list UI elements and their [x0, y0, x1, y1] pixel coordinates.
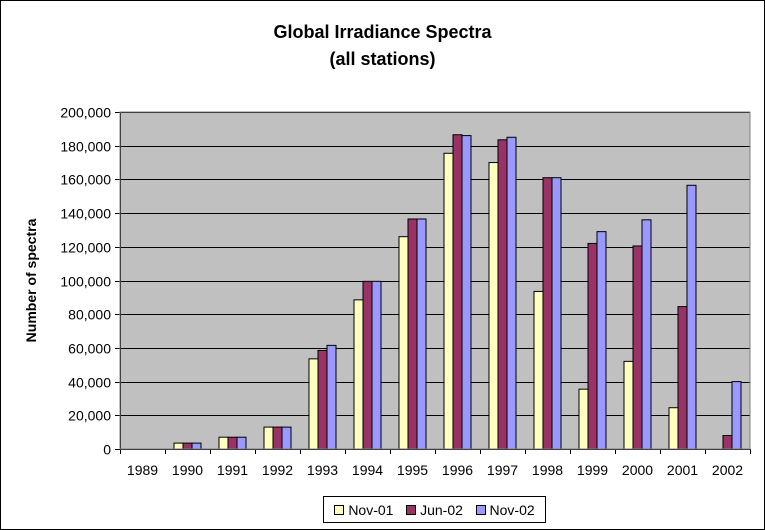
bar-nov-02-1999 [596, 231, 607, 450]
bar-jun-02-1991 [227, 436, 238, 450]
bar-nov-02-1993 [326, 344, 337, 450]
x-tick-label: 1993 [307, 462, 338, 478]
bar-nov-01-1999 [578, 388, 589, 450]
x-tick-label: 2001 [667, 462, 698, 478]
bar-nov-02-1995 [416, 218, 427, 450]
x-tick-label: 1999 [577, 462, 608, 478]
legend-label: Nov-02 [489, 501, 535, 518]
y-tick-label: 200,000 [60, 105, 111, 121]
bar-jun-02-1993 [317, 349, 328, 450]
bar-nov-01-1994 [353, 299, 364, 450]
bar-nov-02-1998 [551, 177, 562, 450]
x-tick-label: 1996 [442, 462, 473, 478]
legend-label: Nov-01 [348, 501, 394, 518]
bar-jun-02-1992 [272, 426, 283, 450]
y-tick-label: 80,000 [68, 307, 111, 323]
legend-swatch [406, 504, 417, 515]
bar-jun-02-2001 [677, 306, 688, 450]
bar-jun-02-1999 [587, 242, 598, 450]
x-tick-label: 1990 [172, 462, 203, 478]
chart-subtitle: (all stations) [329, 49, 436, 69]
x-tick-label: 1994 [352, 462, 383, 478]
legend-swatch [334, 504, 345, 515]
y-tick-label: 40,000 [68, 375, 111, 391]
bar-jun-02-1996 [452, 134, 463, 450]
bar-nov-01-1996 [443, 152, 454, 450]
bar-nov-02-2001 [686, 184, 697, 450]
chart-title: Global Irradiance Spectra [273, 22, 492, 42]
bar-jun-02-2002 [722, 435, 733, 450]
bar-jun-02-1995 [407, 218, 418, 450]
bar-nov-02-1996 [461, 135, 472, 450]
bar-nov-01-1993 [308, 358, 319, 450]
legend-item-nov-01: Nov-01 [334, 502, 393, 518]
plot-area [120, 112, 750, 449]
bar-nov-02-1990 [191, 442, 202, 450]
bar-nov-02-1991 [236, 436, 247, 450]
x-tick-label: 2002 [712, 462, 743, 478]
x-tick-label: 2000 [622, 462, 653, 478]
legend-swatch [475, 504, 486, 515]
x-tick-label: 1995 [397, 462, 428, 478]
bar-nov-01-2000 [623, 360, 634, 450]
x-tick-label: 1991 [217, 462, 248, 478]
y-tick-label: 160,000 [60, 172, 111, 188]
x-tick-label: 1992 [262, 462, 293, 478]
y-tick-label: 120,000 [60, 240, 111, 256]
bar-nov-01-1992 [263, 426, 274, 450]
y-tick-label: 180,000 [60, 139, 111, 155]
bar-nov-01-1995 [398, 236, 409, 450]
legend-label: Jun-02 [420, 501, 463, 518]
bar-nov-01-1998 [533, 290, 544, 450]
bar-nov-01-1991 [218, 436, 229, 450]
bar-nov-02-1994 [371, 280, 382, 450]
bar-nov-01-1997 [488, 162, 499, 450]
legend-item-nov-02: Nov-02 [475, 501, 535, 518]
legend-item-jun-02: Jun-02 [406, 502, 463, 518]
bar-jun-02-1990 [182, 442, 193, 450]
bar-nov-02-2002 [731, 381, 742, 450]
legend: Nov-01 Jun-02 Nov-02 [323, 496, 546, 523]
y-tick-label: 0 [103, 442, 111, 458]
y-tick-label: 100,000 [60, 274, 111, 290]
bar-jun-02-1997 [497, 139, 508, 450]
bar-nov-02-1992 [281, 426, 292, 450]
y-axis-label: Number of spectra [23, 218, 39, 342]
x-tick-label: 1989 [127, 462, 158, 478]
bar-jun-02-2000 [632, 245, 643, 450]
plot-border [119, 111, 751, 450]
y-tick-label: 140,000 [60, 206, 111, 222]
bar-nov-02-1997 [506, 136, 517, 450]
x-tick-label: 1997 [487, 462, 518, 478]
bar-nov-01-1990 [173, 442, 184, 450]
bar-nov-01-2001 [668, 407, 679, 450]
bar-jun-02-1998 [542, 177, 553, 450]
y-tick-label: 20,000 [68, 408, 111, 424]
x-tick-label: 1998 [532, 462, 563, 478]
bar-jun-02-1994 [362, 280, 373, 450]
y-tick-label: 60,000 [68, 341, 111, 357]
bar-nov-02-2000 [641, 219, 652, 450]
